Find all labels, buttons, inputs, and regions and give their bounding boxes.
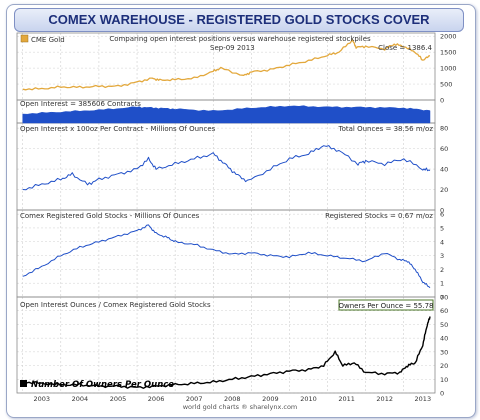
x-tick-label: 2006 <box>148 395 165 403</box>
date-label: Sep-09 2013 <box>210 44 255 52</box>
x-tick-label: 2005 <box>110 395 127 403</box>
x-tick-label: 2008 <box>224 395 241 403</box>
x-tick-label: 2009 <box>262 395 279 403</box>
series-layer <box>22 39 431 389</box>
registered-panel-title: Comex Registered Gold Stocks - Millions … <box>20 212 200 220</box>
y-tick-label: 4 <box>440 238 444 246</box>
y-tick-label: 0 <box>440 207 444 215</box>
y-tick-label: 3 <box>440 252 444 260</box>
owners-panel-title: Open Interest Ounces / Comex Registered … <box>20 301 211 309</box>
total-oz-panel-title: Open Interest x 100oz Per Contract - Mil… <box>20 125 216 133</box>
y-tick-label: 0 <box>440 390 444 398</box>
y-tick-label: 50 <box>440 321 448 329</box>
y-tick-label: 5 <box>440 224 444 232</box>
y-tick-label: 0 <box>440 294 444 302</box>
x-tick-label: 2013 <box>415 395 432 403</box>
footer-credit: world gold charts ® sharelynx.com <box>183 403 298 411</box>
gold-price-line <box>22 39 431 91</box>
panel-border-2 <box>16 122 436 211</box>
y-tick-label: 0 <box>440 97 444 105</box>
y-tick-label: 1000 <box>440 65 457 73</box>
x-tick-label: 2004 <box>72 395 89 403</box>
y-tick-label: 70 <box>440 294 448 302</box>
y-tick-label: 10 <box>440 376 448 384</box>
close-label: Close = 1386.4 <box>378 44 432 52</box>
owners-value-box <box>338 299 434 311</box>
y-tick-label: 40 <box>440 166 448 174</box>
oi-legend-label: Open Interest = 385606 Contracts <box>20 100 141 108</box>
x-tick-label: 2007 <box>186 395 203 403</box>
owners-value-label: Owners Per Ounce = 55.78 <box>338 302 433 310</box>
panel-border-4 <box>16 296 436 394</box>
gold-legend-label: CME Gold <box>31 36 65 44</box>
registered-stocks-line <box>22 224 431 289</box>
y-tick-label: 500 <box>440 81 452 89</box>
owners-legend-swatch <box>20 380 27 387</box>
total-ounces-line <box>22 145 431 191</box>
y-tick-label: 2 <box>440 266 444 274</box>
y-tick-label: 20 <box>440 186 448 194</box>
x-tick-label: 2010 <box>300 395 317 403</box>
y-tick-label: 1500 <box>440 49 457 57</box>
x-tick-label: 2012 <box>376 395 393 403</box>
y-tick-label: 60 <box>440 145 448 153</box>
open-interest-area <box>22 105 431 124</box>
gold-legend-swatch <box>20 34 29 43</box>
y-tick-label: 20 <box>440 362 448 370</box>
tick-labels: 2003 2004 2005 2006 2007 2008 2009 2010 2011 2012… <box>33 33 456 403</box>
y-tick-label: 2000 <box>440 33 457 41</box>
owners-per-ounce-line <box>22 316 431 389</box>
y-tick-label: 30 <box>440 348 448 356</box>
x-tick-label: 2011 <box>338 395 355 403</box>
y-tick-label: 6 <box>440 211 444 219</box>
y-tick-label: 80 <box>440 125 448 133</box>
owners-legend-label: Number Of Owners Per Ounce <box>31 380 174 390</box>
y-tick-label: 40 <box>440 335 448 343</box>
registered-value-label: Registered Stocks = 0.67 m/oz <box>325 212 433 220</box>
panel-border-3 <box>16 209 436 298</box>
y-tick-label: 60 <box>440 307 448 315</box>
chart-frame <box>6 4 476 418</box>
y-tick-label: 1 <box>440 280 444 288</box>
x-tick-label: 2003 <box>33 395 50 403</box>
chart-subtitle: Comparing open interest positions versus… <box>109 35 371 43</box>
total-oz-value-label: Total Ounces = 38.56 m/oz <box>338 125 434 133</box>
page-title: COMEX WAREHOUSE - REGISTERED GOLD STOCKS… <box>14 8 464 32</box>
